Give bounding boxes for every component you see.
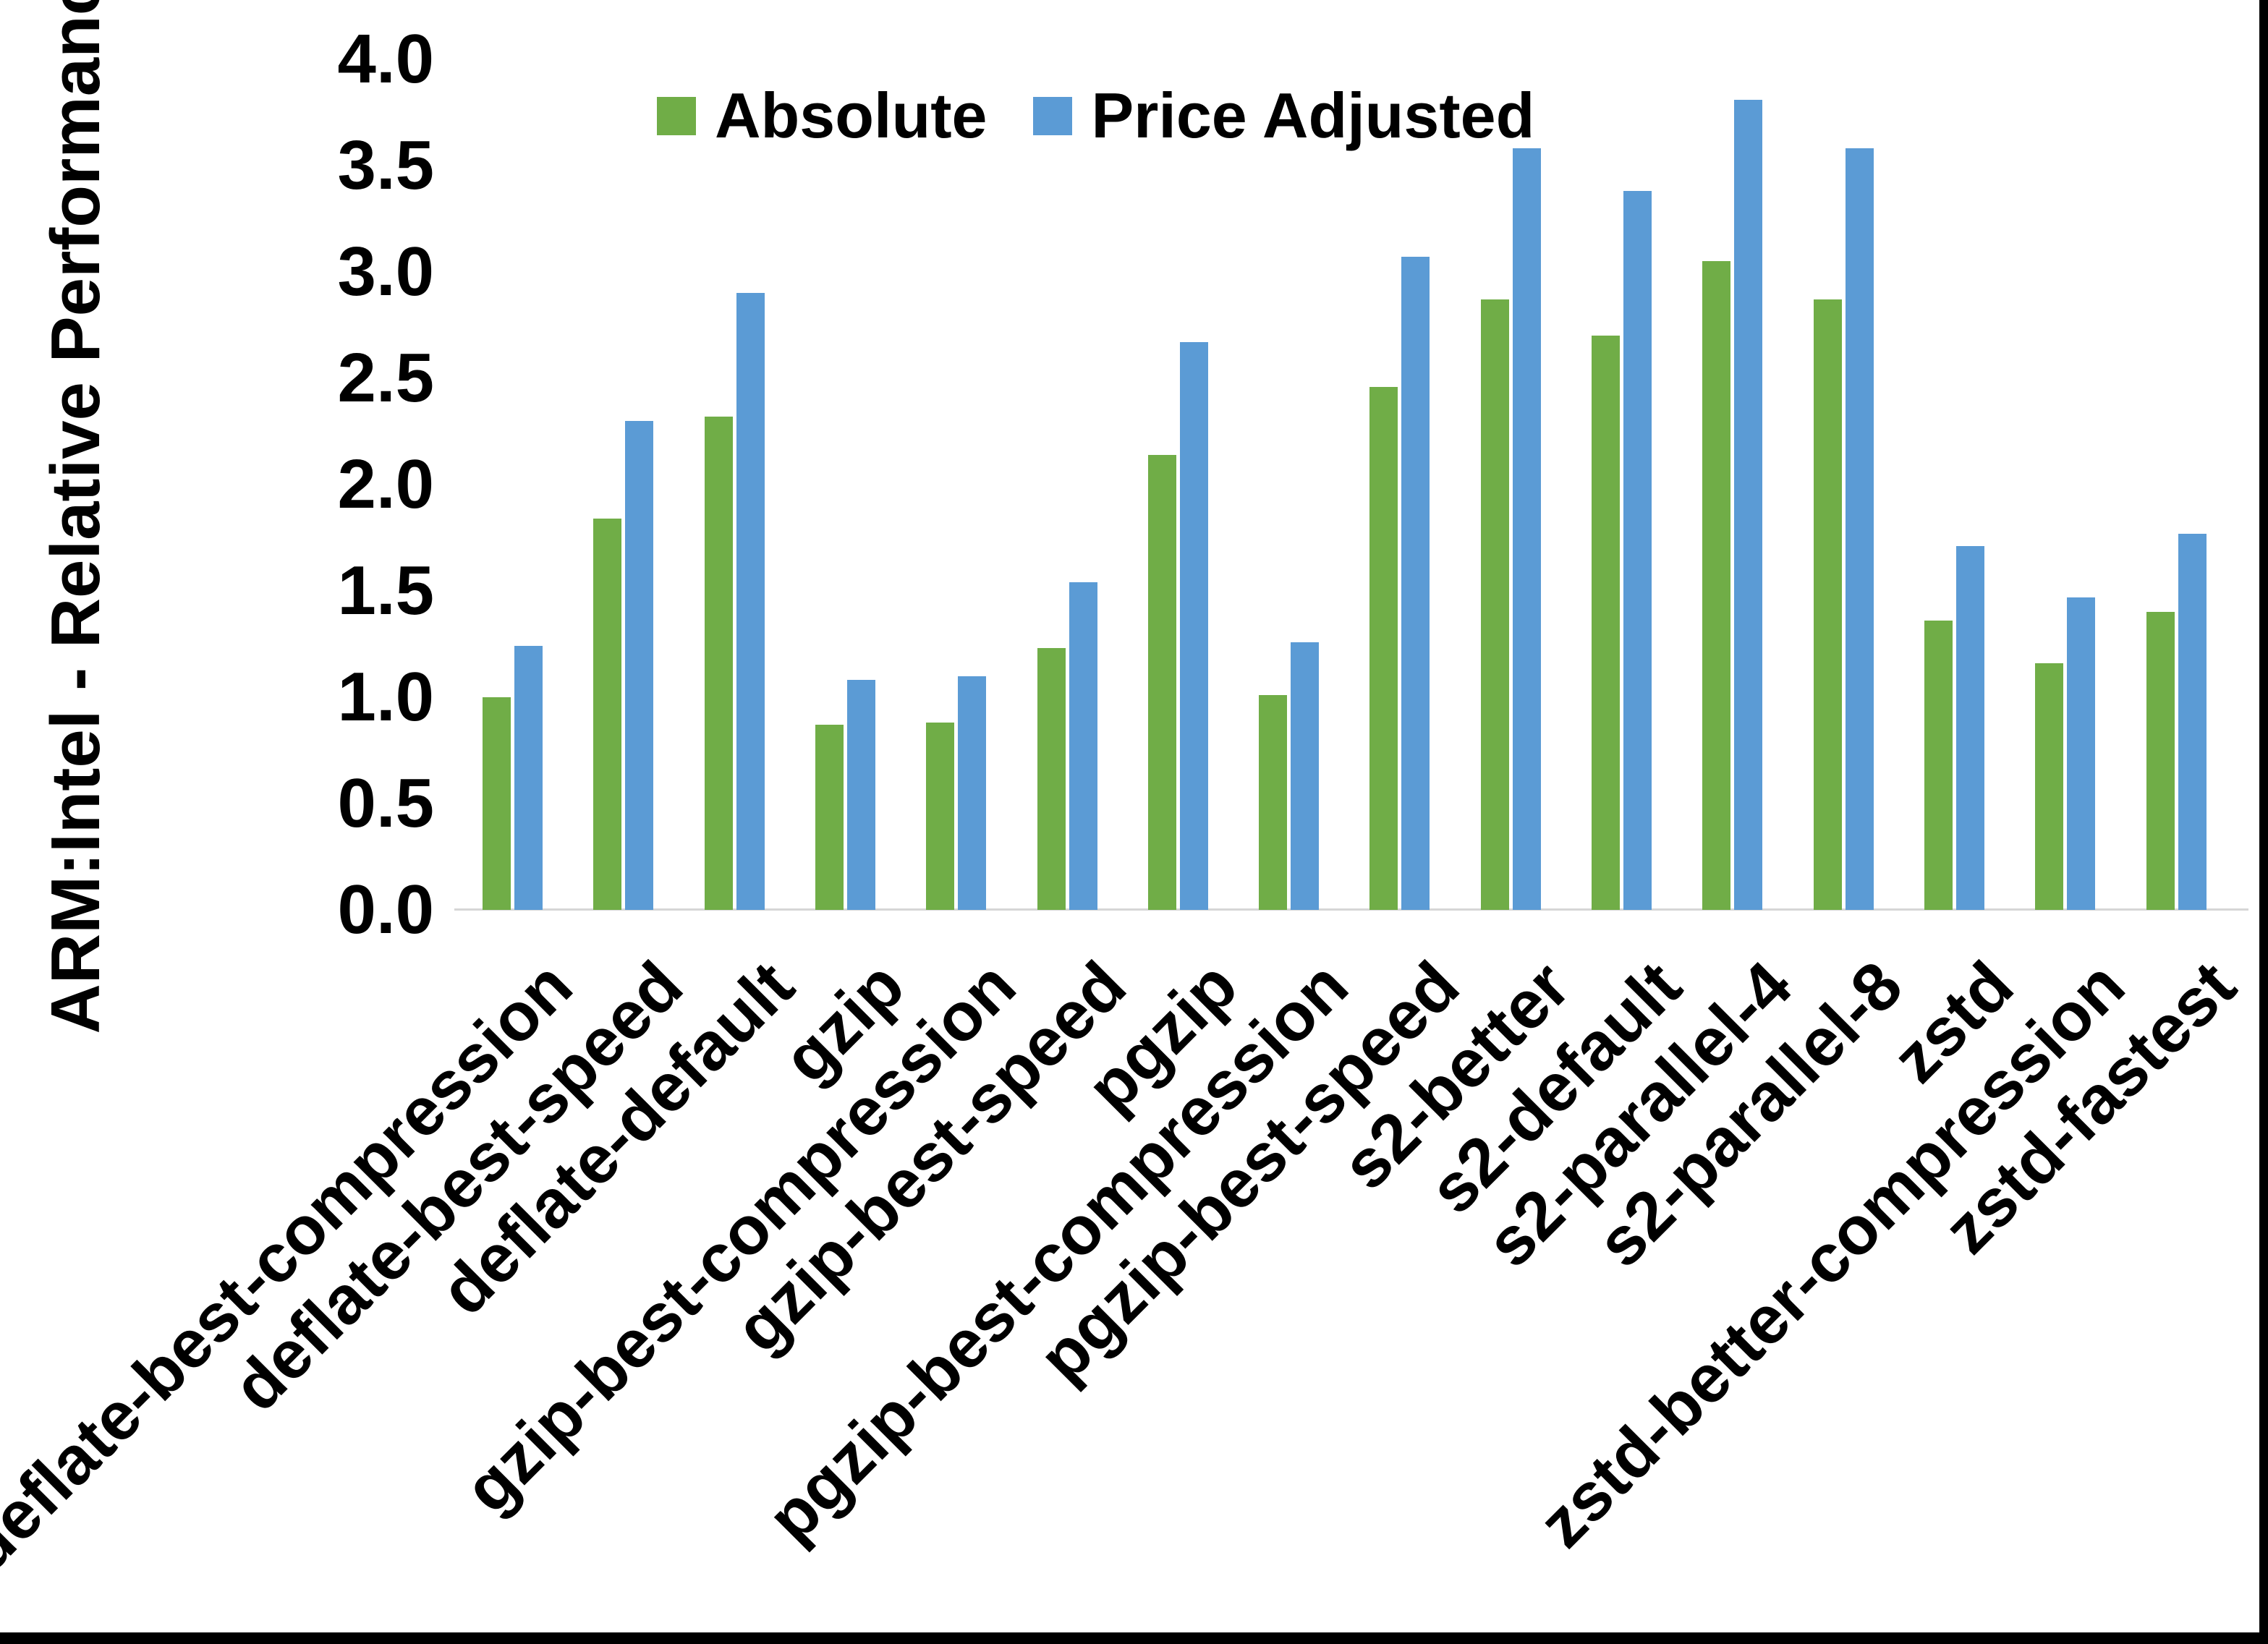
- bar-price-adjusted-gzip: [847, 680, 875, 910]
- bar-absolute-pgzip-best-compression: [1259, 695, 1287, 910]
- bar-absolute-s2-better: [1481, 299, 1509, 910]
- legend-item-absolute: Absolute: [657, 84, 987, 148]
- bar-price-adjusted-zstd-better-compression: [2067, 597, 2095, 910]
- y-tick-4.0: 4.0: [337, 20, 434, 98]
- bar-absolute-deflate-default: [705, 417, 733, 910]
- bar-price-adjusted-s2-parallel-4: [1734, 100, 1762, 910]
- y-tick-0.5: 0.5: [337, 764, 434, 842]
- y-tick-3.5: 3.5: [337, 127, 434, 204]
- bar-price-adjusted-s2-default: [1623, 191, 1652, 910]
- bar-price-adjusted-gzip-best-compression: [958, 676, 986, 910]
- bar-price-adjusted-pgzip-best-speed: [1401, 257, 1430, 910]
- bar-absolute-s2-parallel-8: [1814, 299, 1842, 910]
- y-tick-1.5: 1.5: [337, 552, 434, 629]
- bar-absolute-s2-default: [1592, 336, 1620, 910]
- bar-price-adjusted-deflate-best-speed: [625, 421, 653, 910]
- legend: Absolute Price Adjusted: [657, 81, 1534, 150]
- y-tick-0.0: 0.0: [337, 871, 434, 948]
- bar-price-adjusted-deflate-default: [736, 293, 765, 910]
- bar-price-adjusted-gzip-best-speed: [1069, 582, 1097, 910]
- bar-absolute-gzip-best-speed: [1037, 648, 1066, 910]
- bar-absolute-deflate-best-compression: [483, 697, 511, 910]
- bar-price-adjusted-zstd: [1956, 546, 1984, 910]
- bar-absolute-s2-parallel-4: [1702, 261, 1730, 910]
- bar-absolute-pgzip-best-speed: [1369, 387, 1398, 910]
- bar-absolute-gzip-best-compression: [926, 723, 954, 910]
- legend-swatch-icon: [657, 96, 696, 135]
- bar-price-adjusted-s2-better: [1513, 148, 1541, 910]
- bar-absolute-pgzip: [1148, 455, 1176, 910]
- bar-price-adjusted-zstd-fastest: [2178, 534, 2207, 910]
- bar-absolute-zstd: [1924, 621, 1953, 910]
- bar-price-adjusted-s2-parallel-8: [1846, 148, 1874, 910]
- y-tick-2.0: 2.0: [337, 446, 434, 523]
- bar-price-adjusted-pgzip-best-compression: [1291, 642, 1319, 910]
- legend-item-price-adjusted: Price Adjusted: [1033, 84, 1534, 148]
- legend-label: Absolute: [715, 80, 988, 151]
- y-tick-1.0: 1.0: [337, 658, 434, 736]
- bar-absolute-zstd-fastest: [2146, 612, 2175, 910]
- window-border-bottom: [0, 1632, 2268, 1644]
- y-tick-2.5: 2.5: [337, 339, 434, 417]
- bar-price-adjusted-deflate-best-compression: [514, 646, 543, 910]
- window-border-right: [2259, 0, 2268, 1644]
- x-axis-line: [454, 908, 2248, 911]
- legend-swatch-icon: [1033, 96, 1073, 135]
- bar-price-adjusted-pgzip: [1180, 342, 1208, 910]
- legend-label: Price Adjusted: [1091, 80, 1535, 151]
- bar-absolute-zstd-better-compression: [2035, 663, 2063, 910]
- bar-absolute-deflate-best-speed: [593, 519, 621, 910]
- bar-absolute-gzip: [815, 725, 844, 910]
- y-tick-3.0: 3.0: [337, 233, 434, 310]
